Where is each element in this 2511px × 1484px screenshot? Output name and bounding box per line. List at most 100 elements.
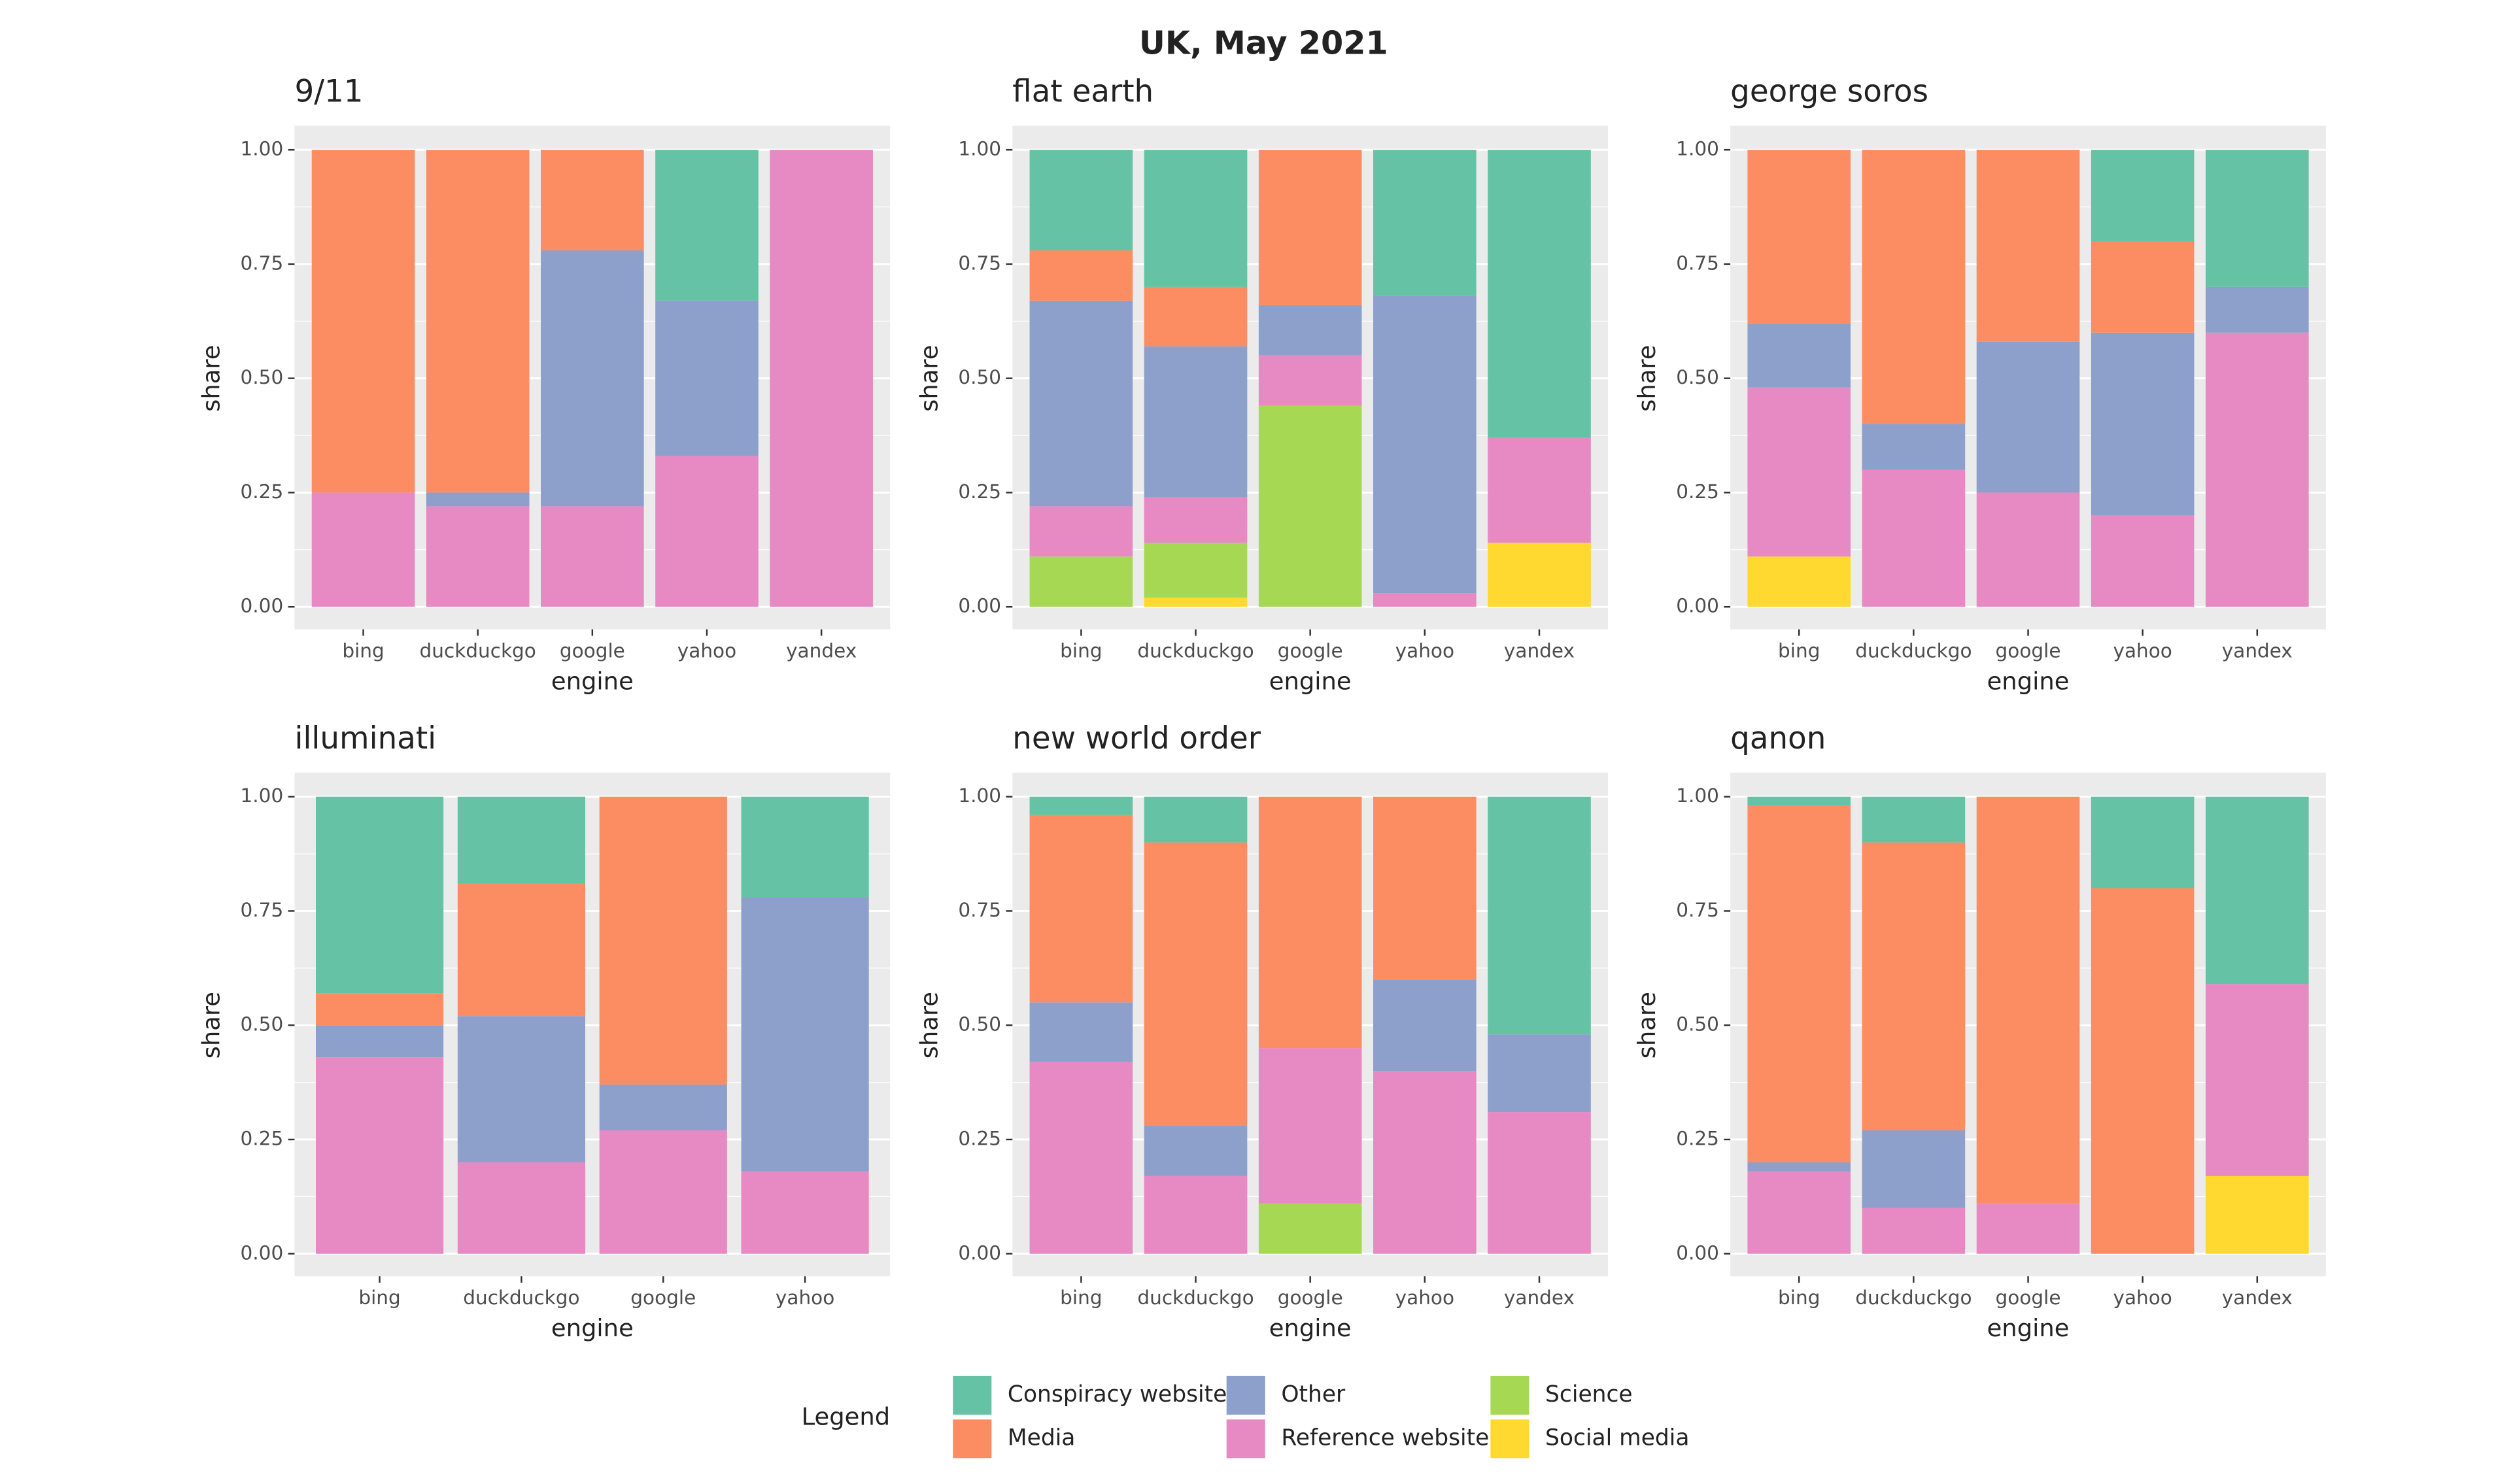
bar-segment	[1144, 842, 1248, 1126]
bar-segment	[1258, 305, 1362, 356]
bar-segment	[1144, 497, 1248, 543]
bar-segment	[1144, 1126, 1248, 1176]
y-tick-label: 0.50	[241, 1013, 284, 1036]
bar-segment	[541, 250, 644, 507]
y-axis-title: share	[197, 992, 225, 1058]
bar-segment	[1144, 598, 1248, 607]
x-tick-label: google	[1996, 1287, 2061, 1309]
bar-segment	[1258, 1203, 1362, 1254]
bar-segment	[1258, 1048, 1362, 1204]
bar-segment	[426, 150, 530, 493]
x-tick-label: bing	[1060, 1287, 1102, 1309]
legend-key	[1226, 1419, 1265, 1459]
y-tick-label: 1.00	[958, 138, 1001, 160]
x-tick-label: duckduckgo	[1855, 1287, 1972, 1309]
x-tick-label: yandex	[2222, 1287, 2293, 1309]
bar-segment	[1258, 405, 1362, 607]
bar-segment	[2206, 332, 2309, 607]
y-axis-title: share	[197, 345, 225, 412]
bar-segment	[1373, 1071, 1477, 1254]
bar-segment	[426, 492, 530, 507]
bar-segment	[2091, 150, 2195, 241]
y-tick-label: 0.75	[1676, 252, 1719, 274]
x-tick-label: duckduckgo	[1855, 640, 1972, 662]
legend-label: Reference website	[1281, 1425, 1489, 1451]
x-tick-label: yandex	[1504, 1287, 1575, 1309]
bar-segment	[1373, 150, 1477, 296]
y-tick-label: 0.00	[241, 595, 284, 617]
x-axis-title: engine	[1987, 667, 2070, 695]
legend-label: Social media	[1545, 1425, 1689, 1451]
bar-segment	[741, 897, 869, 1172]
panel-title: george soros	[1730, 75, 1928, 110]
x-tick-label: yandex	[786, 640, 857, 662]
bar-segment	[655, 456, 759, 607]
bar-segment	[1144, 346, 1248, 497]
panel-title: qanon	[1730, 721, 1826, 756]
bar-segment	[1144, 543, 1248, 598]
x-tick-label: google	[1996, 640, 2061, 662]
y-tick-label: 0.00	[241, 1241, 284, 1264]
bar-segment	[2091, 241, 2195, 333]
y-tick-label: 0.25	[241, 481, 284, 503]
bar-segment	[1144, 1175, 1248, 1254]
bar-segment	[2091, 888, 2195, 1254]
panel-title: new world order	[1012, 721, 1261, 756]
bar-segment	[315, 796, 444, 994]
panel-title: illuminati	[294, 721, 436, 756]
x-tick-label: yahoo	[677, 640, 736, 662]
figure-title: UK, May 2021	[1139, 24, 1388, 62]
bar-segment	[1144, 286, 1248, 346]
legend-title: Legend	[802, 1402, 891, 1430]
y-tick-label: 0.00	[958, 595, 1001, 617]
x-axis-title: engine	[1987, 1314, 2070, 1342]
y-tick-label: 0.50	[1676, 366, 1719, 388]
x-tick-label: duckduckgo	[463, 1287, 579, 1309]
panel-title: 9/11	[294, 75, 363, 110]
x-tick-label: yahoo	[776, 1287, 834, 1309]
bar-segment	[1373, 796, 1477, 980]
bar-segment	[1258, 796, 1362, 1049]
bar-segment	[655, 150, 759, 301]
legend-label: Conspiracy website	[1008, 1381, 1227, 1408]
x-tick-label: google	[560, 640, 625, 662]
bar-segment	[1144, 150, 1248, 287]
x-tick-label: bing	[342, 640, 384, 662]
bar-segment	[1747, 1162, 1851, 1172]
bar-segment	[770, 150, 873, 607]
legend-label: Media	[1008, 1425, 1075, 1451]
bar-segment	[315, 1025, 444, 1058]
y-tick-label: 0.25	[1676, 481, 1719, 503]
bar-segment	[1488, 543, 1591, 607]
x-tick-label: bing	[1778, 1287, 1820, 1309]
x-tick-label: yahoo	[1395, 1287, 1454, 1309]
bar-segment	[1862, 796, 1966, 843]
bar-segment	[541, 150, 644, 250]
bar-segment	[1488, 437, 1591, 543]
legend-key	[1490, 1419, 1529, 1459]
y-axis-title: share	[1633, 992, 1661, 1058]
bar-segment	[1976, 1203, 2080, 1254]
y-tick-label: 0.00	[1676, 1241, 1719, 1264]
y-tick-label: 0.50	[958, 1013, 1001, 1036]
bar-segment	[1747, 556, 1851, 607]
bar-segment	[1373, 979, 1477, 1071]
bar-segment	[1747, 387, 1851, 557]
bar-segment	[426, 506, 530, 607]
y-tick-label: 1.00	[958, 784, 1001, 807]
x-tick-label: google	[1278, 1287, 1343, 1309]
y-axis-title: share	[915, 992, 943, 1058]
x-tick-label: bing	[1778, 640, 1820, 662]
x-tick-label: yahoo	[2113, 1287, 2172, 1309]
y-tick-label: 0.25	[1676, 1128, 1719, 1150]
bar-segment	[1862, 1130, 1966, 1208]
bar-segment	[1488, 1112, 1591, 1254]
y-tick-label: 0.75	[958, 252, 1001, 274]
y-axis-title: share	[915, 345, 943, 412]
legend-label: Science	[1545, 1381, 1633, 1408]
bar-segment	[1862, 424, 1966, 470]
x-tick-label: yahoo	[2113, 640, 2172, 662]
x-tick-label: duckduckgo	[420, 640, 536, 662]
bar-segment	[1862, 469, 1966, 607]
x-tick-label: google	[630, 1287, 696, 1309]
